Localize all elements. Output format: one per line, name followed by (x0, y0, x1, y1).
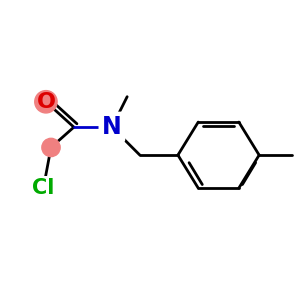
Text: N: N (102, 115, 122, 139)
Text: O: O (36, 92, 56, 112)
Circle shape (35, 91, 57, 113)
Text: Cl: Cl (32, 178, 55, 198)
Circle shape (42, 138, 60, 157)
